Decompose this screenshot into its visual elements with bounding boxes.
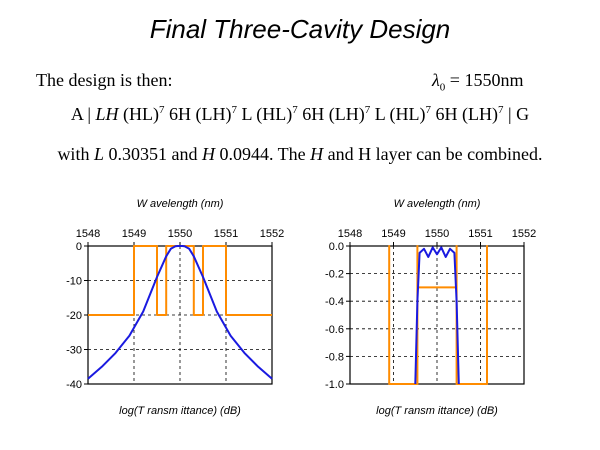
text-run: L (HL) (236, 104, 293, 124)
text-run: 6H (LH) (431, 104, 499, 124)
y-tick-label: -20 (66, 310, 82, 322)
x-tick-label: 1552 (260, 228, 284, 240)
exponent: 7 (292, 104, 298, 116)
exponent: 7 (231, 104, 237, 116)
text-run: and H layer can be combined. (323, 144, 543, 164)
chart-linear-transmittance: W avelength (nm) log(T ransm ittance) (dB… (325, 198, 536, 417)
text-run: 0.0944. The (214, 144, 311, 164)
chart-db-transmittance: W avelength (nm) log(T ransm ittance) (dB… (66, 198, 284, 417)
text-run: 6H (LH) (164, 104, 232, 124)
chart-title: W avelength (nm) (137, 198, 224, 210)
text-run: (HL) (118, 104, 159, 124)
transmittance-curve (87, 245, 273, 380)
lambda-subscript: 0 (439, 81, 446, 94)
y-tick-label: -10 (66, 276, 82, 288)
y-tick-label: 0.0 (329, 241, 344, 253)
design-intro-text: The design is then: (36, 70, 173, 90)
x-tick-label: 1549 (122, 228, 146, 240)
text-run: 0.30351 and (103, 144, 202, 164)
text-run: L (HL) (370, 104, 426, 124)
x-tick-label: 1551 (214, 228, 238, 240)
y-tick-label: 0 (76, 241, 82, 253)
text-run: A | (70, 104, 96, 124)
y-tick-label: -0.8 (325, 351, 344, 363)
x-axis-label: log(T ransm ittance) (dB) (376, 405, 498, 417)
lambda-value: = 1550nm (445, 70, 524, 90)
text-run: 6H (LH) (297, 104, 365, 124)
x-tick-label: 1550 (425, 228, 449, 240)
lambda-symbol: λ (432, 70, 440, 90)
slide-title: Final Three-Cavity Design (149, 14, 451, 44)
y-tick-label: -0.6 (325, 324, 344, 336)
x-tick-label: 1549 (381, 228, 405, 240)
x-tick-label: 1551 (468, 228, 492, 240)
exponent: 7 (498, 104, 504, 116)
text-run: LH (95, 104, 119, 124)
text-run: H (310, 144, 324, 164)
x-tick-label: 1550 (168, 228, 192, 240)
text-run: with (57, 144, 94, 164)
layer-thickness-text: with L 0.30351 and H 0.0944. The H and H… (0, 144, 600, 165)
text-run: H (201, 144, 215, 164)
x-tick-label: 1548 (76, 228, 100, 240)
x-tick-label: 1552 (512, 228, 536, 240)
chart-title: W avelength (nm) (394, 198, 481, 210)
y-tick-label: -30 (66, 345, 82, 357)
y-tick-label: -0.4 (325, 296, 344, 308)
exponent: 7 (425, 104, 432, 116)
layer-formula: A | LH (HL)7 6H (LH)7 L (HL)7 6H (LH)7 L… (0, 104, 600, 125)
transmittance-curve (414, 246, 460, 385)
index-profile-line (388, 245, 488, 385)
exponent: 7 (364, 104, 371, 116)
text-run: | G (503, 104, 530, 124)
text-run: L (93, 144, 104, 164)
y-tick-label: -1.0 (325, 379, 344, 391)
y-tick-label: -0.2 (325, 269, 344, 281)
x-axis-label: log(T ransm ittance) (dB) (119, 405, 241, 417)
exponent: 7 (158, 104, 165, 116)
center-wavelength: λ0 = 1550nm (432, 70, 524, 94)
x-tick-label: 1548 (338, 228, 362, 240)
y-tick-label: -40 (66, 379, 82, 391)
